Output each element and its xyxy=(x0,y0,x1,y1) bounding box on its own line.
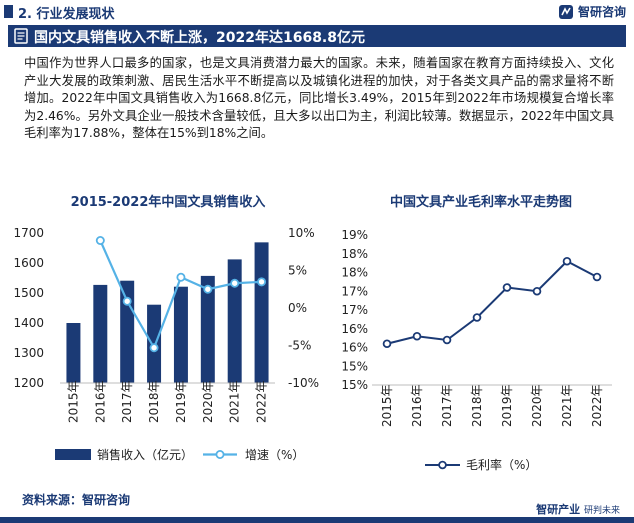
chart2-margin-point xyxy=(532,286,542,296)
chart2-margin-point xyxy=(592,272,602,282)
chart2-margin-line xyxy=(386,260,598,345)
footer-brand-main: 智研产业 xyxy=(536,503,581,516)
top-bar: 2. 行业发展现状 智研咨询 xyxy=(0,0,634,24)
chart1-y2-tick: 10% xyxy=(288,226,315,240)
chart1-y2-tick: 5% xyxy=(288,264,307,278)
chart1-x-tick: 2017年 xyxy=(120,380,134,423)
chart2-x-tick: 2016年 xyxy=(410,384,424,427)
chart2-y-tick: 16% xyxy=(341,322,368,336)
chart1-y-tick: 1400 xyxy=(13,316,44,330)
chart2-margin-point xyxy=(412,331,422,341)
chart1-x-tick: 2015年 xyxy=(66,380,80,423)
chart1-x-tick: 2020年 xyxy=(201,380,215,423)
chart2-x-tick: 2022年 xyxy=(590,384,604,427)
chart1-growth-point xyxy=(122,296,132,306)
heading-band: 国内文具销售收入不断上涨，2022年达1668.8亿元 xyxy=(8,25,626,47)
chart1-y-tick: 1700 xyxy=(13,226,44,240)
chart1-y2-tick: 0% xyxy=(288,301,307,315)
chart1-bar xyxy=(254,242,269,383)
document-icon xyxy=(14,28,28,44)
chart2-x-tick: 2015年 xyxy=(380,384,394,427)
brand-logo-icon xyxy=(558,4,573,19)
chart1-legend-bar-label: 销售收入（亿元） xyxy=(97,447,193,462)
chart1-growth-point xyxy=(257,277,267,287)
chart1-y-tick: 1200 xyxy=(13,376,44,390)
chart1-y-tick: 1500 xyxy=(13,286,44,300)
footer-brand: 智研产业 研判未来 xyxy=(536,501,620,517)
chart1-bar xyxy=(227,259,242,383)
chart1-x-tick: 2021年 xyxy=(228,380,242,423)
chart2-legend-marker xyxy=(438,460,447,470)
brand: 智研咨询 xyxy=(558,3,626,20)
body-paragraph: 中国作为世界人口最多的国家，也是文具消费潜力最大的国家。未来，随着国家在教育方面… xyxy=(24,56,614,140)
chart1-bar xyxy=(93,284,108,383)
chart1-legend-line-marker xyxy=(215,449,225,459)
chart2-x-tick: 2020年 xyxy=(530,384,544,427)
chart1-bar xyxy=(120,280,135,383)
chart1-growth-point xyxy=(176,272,186,282)
chart2-x-tick: 2019年 xyxy=(500,384,514,427)
chart1-x-tick: 2019年 xyxy=(174,380,188,423)
chart2-x-tick: 2018年 xyxy=(470,384,484,427)
section-title: 2. 行业发展现状 xyxy=(18,7,115,22)
chart2-y-tick: 15% xyxy=(341,359,368,373)
chart1-legend-bar-swatch xyxy=(55,449,91,460)
chart2-y-tick: 18% xyxy=(341,247,368,261)
brand-name: 智研咨询 xyxy=(577,5,626,19)
chart1-x-tick: 2016年 xyxy=(93,380,107,423)
chart2-margin-point xyxy=(382,339,392,349)
chart1-growth-point xyxy=(230,278,240,288)
source-text: 资料来源：智研咨询 xyxy=(22,493,131,507)
chart2-y-tick: 16% xyxy=(341,341,368,355)
chart2-y-tick: 19% xyxy=(341,228,368,242)
chart1-y2-tick: -10% xyxy=(288,376,319,390)
chart1-legend-line-label: 增速（%） xyxy=(245,448,304,462)
chart2-y-tick: 18% xyxy=(341,266,368,280)
chart2-margin-point xyxy=(472,313,482,322)
bottom-rule xyxy=(0,517,634,523)
chart1-growth-point xyxy=(95,236,105,246)
chart2-margin-point xyxy=(562,256,572,266)
chart2-y-tick: 15% xyxy=(341,378,368,392)
heading-text: 国内文具销售收入不断上涨，2022年达1668.8亿元 xyxy=(34,30,365,46)
chart1-y-tick: 1300 xyxy=(13,346,44,360)
chart2-x-tick: 2021年 xyxy=(560,384,574,427)
chart1-bar xyxy=(200,275,215,383)
chart2-margin-point xyxy=(502,283,512,292)
chart2-y-tick: 17% xyxy=(341,284,368,298)
charts-area: 2015-2022年中国文具销售收入 1200 1300 1400 1500 1600 17… xyxy=(13,194,612,472)
chart1-x-tick: 2018年 xyxy=(147,380,161,423)
chart2-title: 中国文具产业毛利率水平走势图 xyxy=(390,194,572,210)
chart1-y-tick: 1600 xyxy=(13,256,44,270)
chart2-margin-point xyxy=(442,335,452,345)
chart1-growth-point xyxy=(149,343,159,353)
chart2-x-tick: 2017年 xyxy=(440,384,454,427)
chart1-title: 2015-2022年中国文具销售收入 xyxy=(71,194,266,210)
chart2-y-tick: 17% xyxy=(341,303,368,317)
section-marker xyxy=(4,5,13,18)
chart1-x-tick: 2022年 xyxy=(255,380,269,423)
footer-brand-sub: 研判未来 xyxy=(583,506,620,516)
chart1-growth-point xyxy=(203,284,213,294)
chart1-bar xyxy=(173,286,188,383)
chart2-legend-label: 毛利率（%） xyxy=(466,457,537,472)
chart1-y2-tick: -5% xyxy=(288,339,311,353)
chart1-bar xyxy=(66,323,81,383)
